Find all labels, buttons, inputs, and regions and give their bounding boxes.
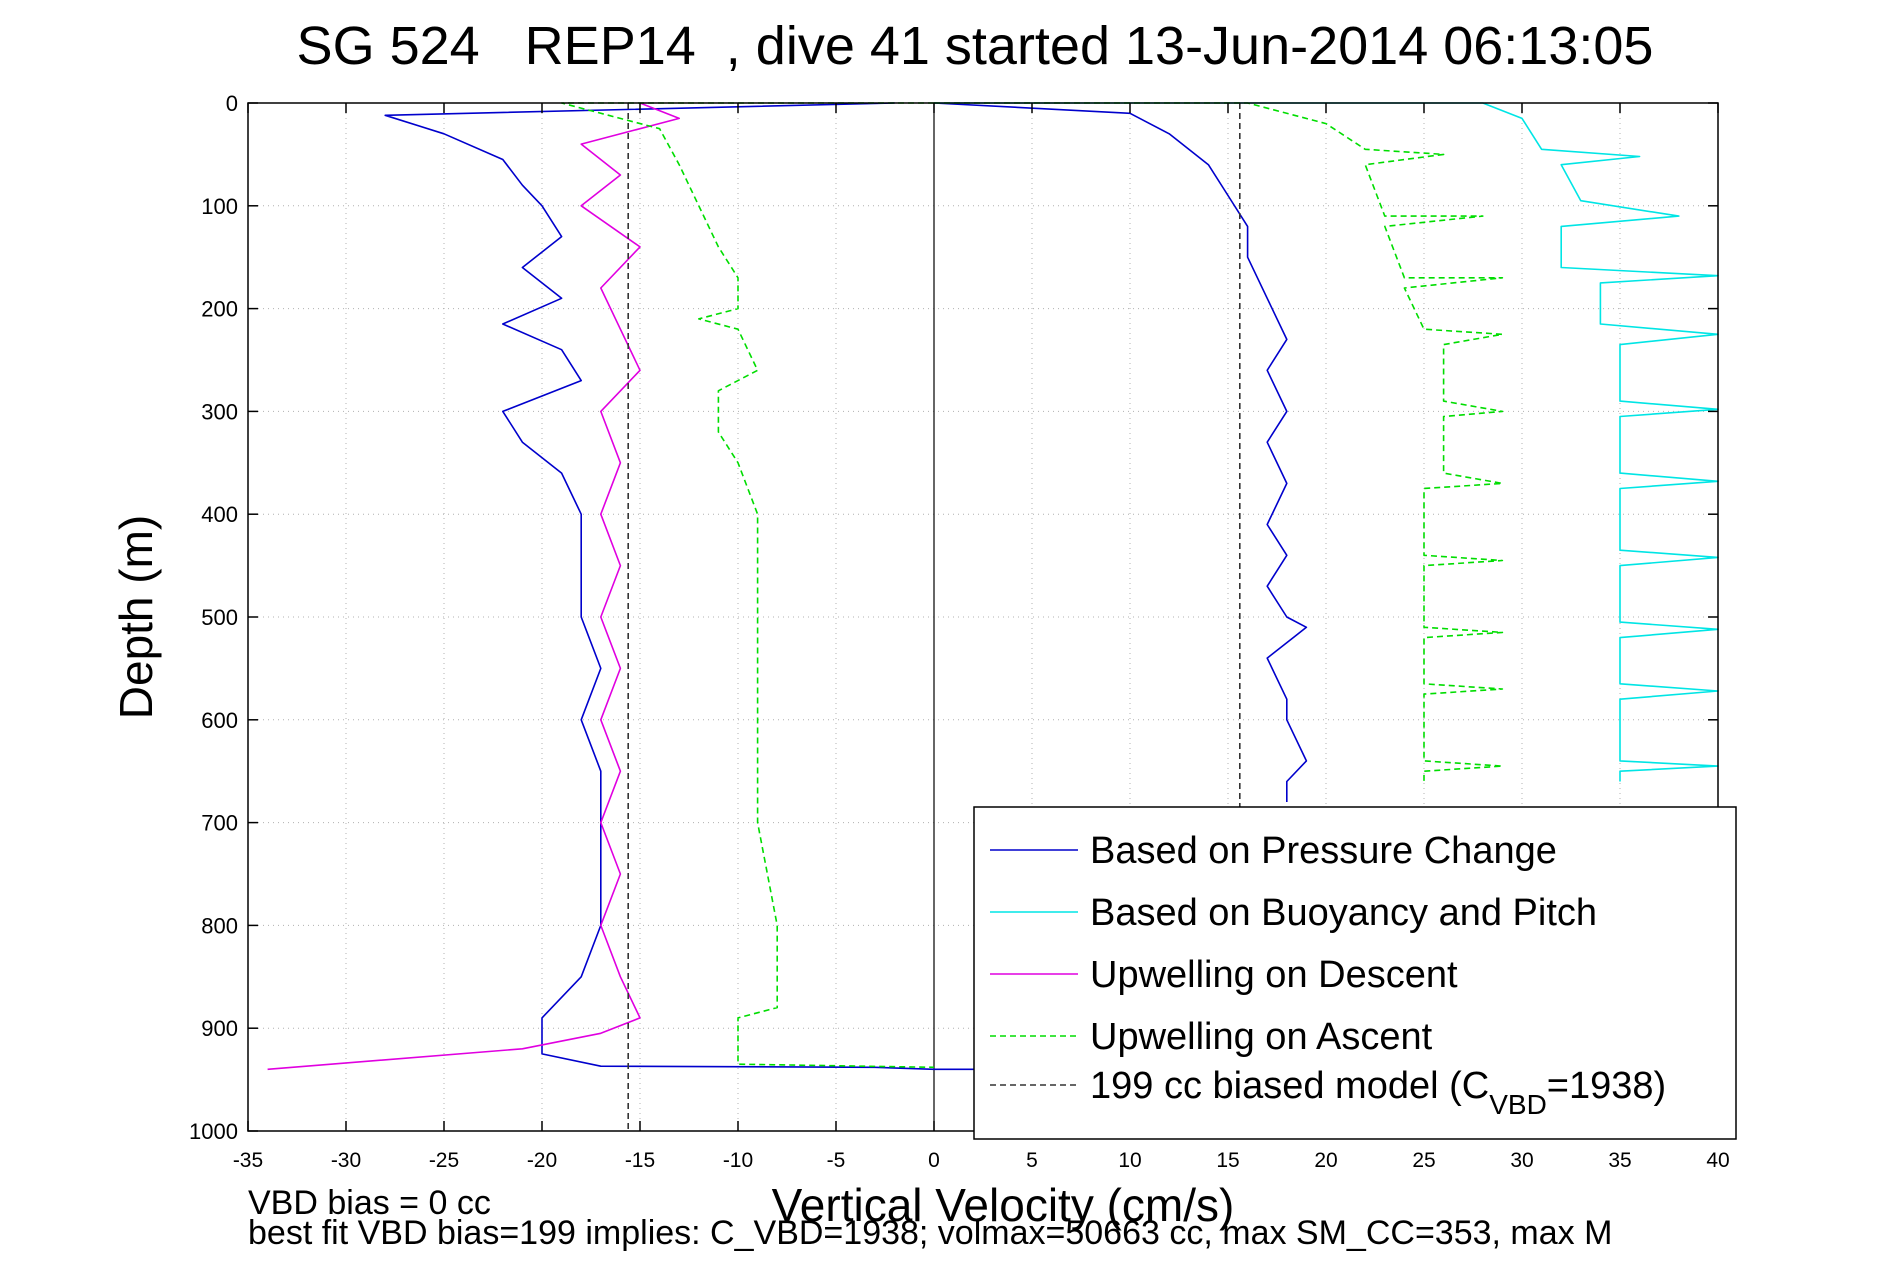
y-tick-label: 1000 <box>189 1119 238 1144</box>
y-tick-label: 500 <box>201 605 238 630</box>
y-tick-label: 100 <box>201 194 238 219</box>
series-line-pressure <box>384 102 1032 1071</box>
series-line-upwelling_ascent <box>934 102 1504 782</box>
y-tick-label: 200 <box>201 297 238 322</box>
x-tick-label: 5 <box>1026 1149 1038 1172</box>
x-tick-label: 25 <box>1412 1149 1435 1172</box>
x-tick-label: -25 <box>429 1149 459 1172</box>
legend-label-buoyancy: Based on Buoyancy and Pitch <box>1090 892 1597 934</box>
x-axis-ticks: -35 -30 -25 -20 -15 -10 -5 0 5 10 15 20 25 30 35 40 <box>233 103 1730 1172</box>
series-line-buoyancy <box>934 102 1719 782</box>
series-layer <box>267 102 1719 1131</box>
x-tick-label: 30 <box>1510 1149 1533 1172</box>
series-line-upwelling_ascent <box>560 102 935 1069</box>
x-tick-label: 15 <box>1216 1149 1239 1172</box>
series-line-pressure <box>933 102 1308 802</box>
x-tick-label: -20 <box>527 1149 557 1172</box>
legend-label-upwelling_descent: Upwelling on Descent <box>1090 954 1458 996</box>
legend-box <box>973 806 1737 1140</box>
y-tick-label: 800 <box>201 913 238 938</box>
series-line-upwelling_descent <box>267 102 681 1071</box>
x-axis-label: Vertical Velocity (cm/s) <box>772 1179 1235 1231</box>
y-tick-label: 900 <box>201 1016 238 1041</box>
x-tick-label: 35 <box>1608 1149 1631 1172</box>
legend: Based on Pressure Change Based on Buoyanc… <box>973 806 1737 1140</box>
chart-title: SG 524 REP14 , dive 41 started 13-Jun-20… <box>297 16 1654 76</box>
x-tick-label: -10 <box>723 1149 753 1172</box>
x-tick-label: -5 <box>827 1149 846 1172</box>
y-tick-label: 400 <box>201 502 238 527</box>
x-tick-label: -15 <box>625 1149 655 1172</box>
y-tick-label: 300 <box>201 399 238 424</box>
best-fit-note: best fit VBD bias=199 implies: C_VBD=193… <box>248 1214 1613 1252</box>
x-tick-label: 10 <box>1118 1149 1141 1172</box>
y-axis-label: Depth (m) <box>110 515 162 719</box>
x-tick-label: -35 <box>233 1149 263 1172</box>
x-tick-label: 20 <box>1314 1149 1337 1172</box>
x-tick-label: -30 <box>331 1149 361 1172</box>
y-tick-label: 700 <box>201 811 238 836</box>
x-tick-label: 0 <box>928 1149 940 1172</box>
vbd-bias-note: VBD bias = 0 cc <box>248 1184 491 1222</box>
legend-label-pressure: Based on Pressure Change <box>1090 830 1557 872</box>
x-tick-label: 40 <box>1706 1149 1729 1172</box>
legend-label-upwelling_ascent: Upwelling on Ascent <box>1090 1016 1433 1058</box>
y-tick-label: 600 <box>201 708 238 733</box>
y-tick-label: 0 <box>226 91 238 116</box>
legend-label-model: 199 cc biased model (CVBD=1938) <box>1090 1065 1666 1120</box>
